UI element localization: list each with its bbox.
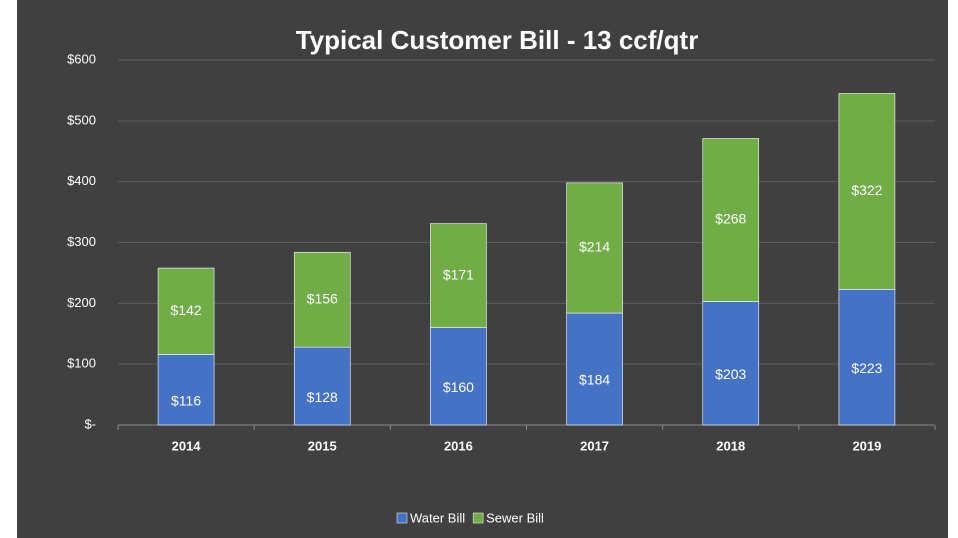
y-tick-label: $400	[67, 173, 96, 188]
bar-segment	[566, 182, 623, 314]
x-tick-label: 2018	[716, 438, 745, 453]
legend-swatch	[396, 512, 408, 524]
y-tick-label: $100	[67, 356, 96, 371]
bar-segment	[702, 301, 760, 426]
bar-segment	[430, 327, 487, 426]
data-label: $268	[715, 211, 746, 227]
y-tick-label: $300	[67, 234, 96, 249]
bar-segment	[838, 289, 896, 426]
bar-segment	[293, 251, 351, 348]
data-label: $214	[579, 239, 610, 255]
data-label: $156	[307, 290, 338, 306]
x-tick-label: 2019	[852, 438, 881, 453]
y-tick-label: $-	[84, 416, 96, 431]
bar-segment	[293, 346, 351, 426]
x-tick-label: 2017	[580, 438, 609, 453]
y-tick-label: $500	[67, 112, 96, 127]
bar-segment	[566, 312, 623, 426]
data-label: $160	[443, 379, 474, 395]
bar-segment	[157, 354, 215, 426]
y-tick-label: $600	[67, 51, 96, 66]
data-label: $322	[851, 182, 882, 198]
data-label: $223	[851, 360, 882, 376]
x-tick-label: 2014	[172, 438, 202, 453]
x-tick-label: 2016	[444, 438, 473, 453]
x-tick-label: 2015	[308, 438, 337, 453]
legend-label: Sewer Bill	[486, 510, 544, 525]
data-label: $128	[307, 389, 338, 405]
y-tick-label: $200	[67, 295, 96, 310]
data-label: $116	[171, 392, 201, 408]
legend-swatch	[472, 512, 484, 524]
chart-title: Typical Customer Bill - 13 ccf/qtr	[296, 25, 699, 55]
bar-segment	[838, 93, 896, 290]
data-label: $142	[171, 302, 202, 318]
bar-segment	[702, 138, 760, 302]
legend-label: Water Bill	[410, 510, 465, 525]
data-label: $184	[579, 372, 610, 388]
data-label: $203	[715, 366, 746, 382]
bar-segment	[157, 267, 215, 355]
data-label: $171	[443, 266, 474, 282]
bar-segment	[430, 223, 487, 328]
